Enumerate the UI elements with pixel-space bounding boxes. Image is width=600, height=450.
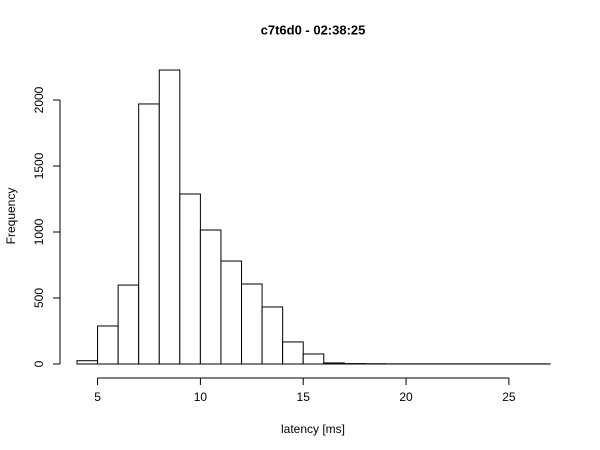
bar [117, 284, 140, 365]
bar [302, 353, 325, 365]
y-tick-label: 500 [32, 288, 46, 308]
bar [158, 69, 181, 365]
chart-title: c7t6d0 - 02:38:25 [261, 22, 366, 37]
x-tick-label: 20 [399, 390, 413, 404]
y-tick-label: 2000 [32, 86, 46, 113]
bar [323, 362, 345, 365]
bar [199, 229, 222, 365]
y-axis-label: Frequency [4, 188, 18, 245]
y-tick-label: 0 [32, 360, 46, 367]
bar [179, 193, 201, 365]
bar [138, 103, 160, 365]
x-tick-label: 25 [502, 390, 516, 404]
bar [261, 306, 284, 365]
x-tick-label: 15 [297, 390, 311, 404]
y-tick-label: 1500 [32, 152, 46, 179]
x-tick-label: 5 [94, 390, 101, 404]
bar [97, 325, 119, 365]
bar [282, 341, 304, 365]
bar [220, 260, 243, 365]
x-tick-label: 10 [194, 390, 208, 404]
bar [241, 283, 263, 365]
bar [76, 360, 99, 365]
y-tick-label: 1000 [32, 218, 46, 245]
x-axis-label: latency [ms] [281, 422, 345, 436]
